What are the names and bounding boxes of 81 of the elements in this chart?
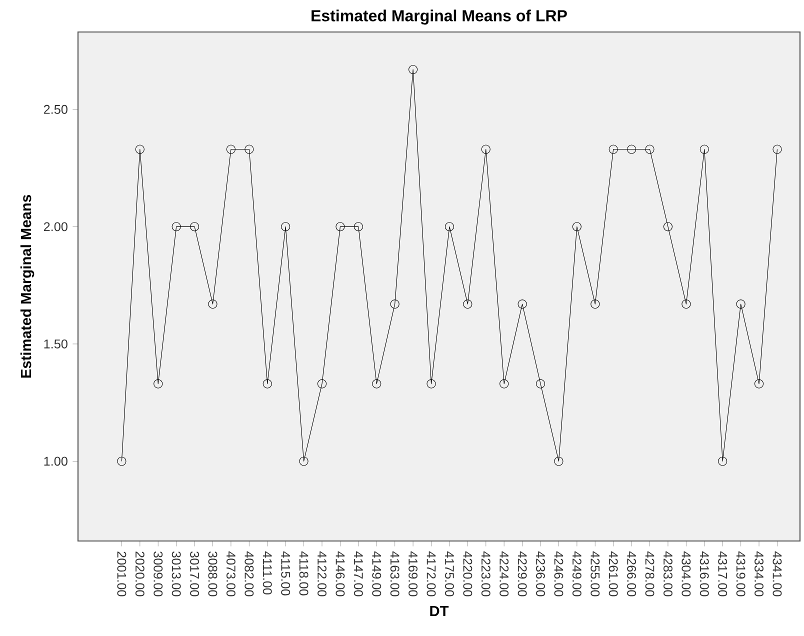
point — [518, 300, 527, 309]
point — [426, 379, 436, 388]
point — [754, 379, 764, 388]
point — [572, 222, 582, 232]
point — [554, 456, 564, 466]
x-tick-label: 4334.00 — [754, 551, 764, 596]
x-axis-title: DT — [430, 606, 449, 616]
y-tick-label: 1.50 — [44, 339, 68, 348]
x-tick-label: 4149.00 — [372, 551, 382, 596]
x-tick-label: 4122.00 — [318, 551, 326, 596]
x-tick-label: 4147.00 — [354, 551, 363, 596]
x-tick-label: 2020.00 — [135, 552, 144, 596]
x-tick-label: 4146.00 — [336, 551, 345, 596]
x-tick-label: 4163.00 — [390, 551, 400, 596]
point — [663, 222, 673, 232]
point — [336, 222, 345, 232]
point — [281, 222, 290, 232]
x-tick-label: 4246.00 — [554, 551, 564, 596]
x-tick-label: 4341.00 — [772, 551, 782, 596]
x-tick-label: 4261.00 — [608, 551, 618, 596]
x-tick-label: 4304.00 — [682, 551, 691, 596]
point — [500, 379, 509, 388]
point — [408, 64, 418, 74]
x-tick-label: 3017.00 — [190, 552, 200, 596]
point — [590, 300, 600, 309]
x-tick-label: 4073.00 — [226, 551, 236, 596]
point — [390, 300, 400, 309]
point — [608, 144, 618, 154]
x-tick-label: 4236.00 — [536, 551, 545, 596]
point — [154, 379, 163, 388]
x-tick-label: 4249.00 — [572, 551, 582, 596]
chart-title: Estimated Marginal Means of LRP — [312, 10, 567, 25]
point — [627, 144, 636, 154]
point — [208, 300, 218, 309]
x-tick-label: 3088.00 — [208, 552, 218, 596]
point — [536, 379, 546, 388]
point — [645, 144, 654, 154]
point — [444, 222, 454, 232]
point — [244, 144, 254, 154]
x-tick-label: 4278.00 — [645, 551, 654, 596]
point — [736, 300, 746, 309]
point — [317, 379, 327, 388]
point — [700, 144, 709, 154]
point — [718, 456, 728, 466]
x-tick-label: 3013.00 — [172, 552, 181, 596]
x-tick-label: 4118.00 — [299, 551, 308, 596]
x-tick-label: 4316.00 — [700, 551, 709, 596]
x-tick-label: 4255.00 — [590, 551, 600, 596]
y-tick-label: 2.50 — [44, 104, 68, 114]
point — [772, 144, 782, 154]
point — [135, 144, 144, 154]
x-tick-label: 3009.00 — [154, 552, 163, 596]
x-tick-label: 4175.00 — [444, 551, 454, 596]
y-tick-label: 2.00 — [44, 222, 68, 232]
y-axis-title: Estimated Marginal Means — [20, 195, 34, 378]
point — [190, 222, 200, 232]
x-tick-label: 4115.00 — [281, 551, 290, 596]
point — [226, 144, 236, 154]
x-tick-label: 4169.00 — [408, 551, 418, 596]
point — [299, 456, 308, 466]
x-tick-label: 4224.00 — [500, 551, 509, 596]
point — [481, 144, 490, 154]
x-tick-label: 4266.00 — [627, 551, 636, 596]
x-tick-label: 4319.00 — [736, 551, 746, 596]
point — [354, 222, 363, 232]
point — [682, 300, 691, 309]
x-tick-label: 4082.00 — [244, 551, 254, 596]
point — [172, 222, 181, 232]
point — [262, 379, 272, 388]
point — [463, 300, 472, 309]
x-tick-label: 4283.00 — [663, 551, 672, 596]
y-tick-label: 1.00 — [44, 456, 68, 466]
x-tick-label: 4111.00 — [262, 551, 272, 594]
x-tick-label: 4172.00 — [426, 551, 436, 596]
x-tick-label: 2001.00 — [117, 552, 126, 596]
x-tick-label: 4229.00 — [518, 551, 527, 596]
point — [117, 456, 126, 466]
x-tick-label: 4223.00 — [481, 551, 490, 596]
x-tick-label: 4220.00 — [463, 551, 472, 596]
point — [372, 379, 382, 388]
x-tick-label: 4317.00 — [718, 551, 728, 596]
